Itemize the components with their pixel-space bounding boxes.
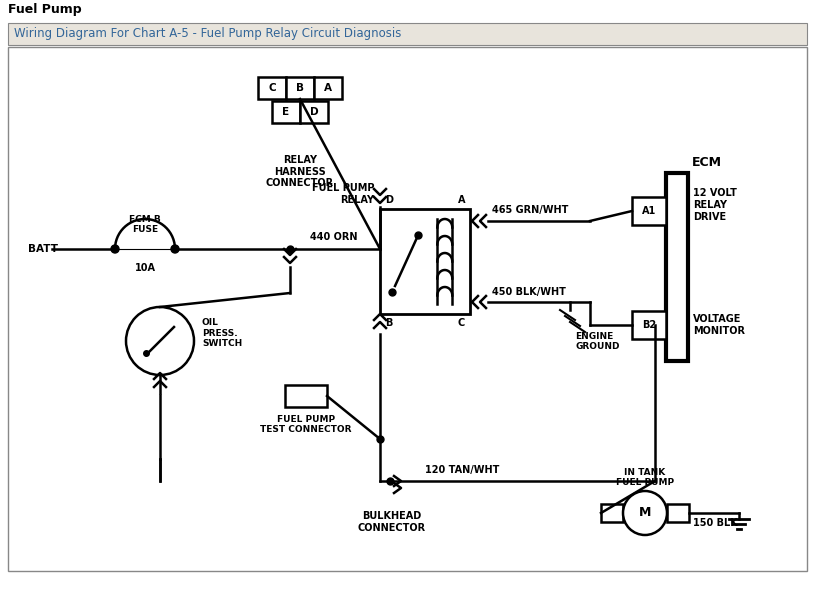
Text: C: C — [458, 318, 465, 328]
Text: ECM: ECM — [692, 156, 722, 169]
Text: OIL
PRESS.
SWITCH: OIL PRESS. SWITCH — [202, 318, 242, 348]
Bar — [300, 101, 328, 123]
Bar — [0, 0, 815, 21]
Text: 465 GRN/WHT: 465 GRN/WHT — [492, 205, 568, 215]
Text: D: D — [310, 107, 319, 117]
Bar — [380, 209, 470, 314]
Text: RELAY
HARNESS
CONNECTOR: RELAY HARNESS CONNECTOR — [266, 155, 334, 188]
Text: Fuel Pump: Fuel Pump — [8, 4, 82, 17]
Bar — [314, 77, 342, 99]
Bar — [666, 173, 688, 361]
Bar — [258, 77, 286, 99]
Text: B: B — [385, 318, 392, 328]
Bar — [285, 385, 327, 407]
Text: 440 ORN: 440 ORN — [310, 232, 358, 242]
Text: E: E — [283, 107, 289, 117]
Bar — [601, 504, 623, 522]
Text: 450 BLK/WHT: 450 BLK/WHT — [492, 287, 566, 297]
Text: 150 BLK: 150 BLK — [693, 518, 738, 528]
Text: FUEL PUMP
TEST CONNECTOR: FUEL PUMP TEST CONNECTOR — [260, 415, 352, 434]
Text: M: M — [639, 507, 651, 519]
Text: B2: B2 — [642, 320, 656, 330]
Text: 12 VOLT
RELAY
DRIVE: 12 VOLT RELAY DRIVE — [693, 189, 737, 222]
Circle shape — [171, 245, 179, 253]
Text: A: A — [457, 195, 465, 205]
Text: BATT: BATT — [28, 244, 58, 254]
Text: A: A — [324, 83, 332, 93]
Bar — [272, 101, 300, 123]
Text: 10A: 10A — [134, 263, 156, 273]
Bar — [8, 47, 807, 571]
Circle shape — [111, 245, 119, 253]
Bar — [667, 504, 689, 522]
Bar — [8, 23, 807, 45]
Bar — [632, 311, 666, 339]
Text: A1: A1 — [642, 206, 656, 216]
Text: 120 TAN/WHT: 120 TAN/WHT — [425, 465, 500, 475]
Circle shape — [126, 307, 194, 375]
Text: VOLTAGE
MONITOR: VOLTAGE MONITOR — [693, 314, 745, 336]
Text: C: C — [268, 83, 275, 93]
Text: IN TANK
FUEL PUMP: IN TANK FUEL PUMP — [616, 468, 674, 487]
Bar — [286, 77, 314, 99]
Text: BULKHEAD
CONNECTOR: BULKHEAD CONNECTOR — [358, 511, 426, 533]
Text: D: D — [385, 195, 393, 205]
Bar — [632, 197, 666, 225]
Text: ECM B
FUSE: ECM B FUSE — [129, 214, 161, 234]
Text: FUEL PUMP
RELAY: FUEL PUMP RELAY — [311, 183, 374, 205]
Text: B: B — [296, 83, 304, 93]
Text: ENGINE
GROUND: ENGINE GROUND — [575, 332, 619, 352]
Circle shape — [623, 491, 667, 535]
Text: Wiring Diagram For Chart A-5 - Fuel Pump Relay Circuit Diagnosis: Wiring Diagram For Chart A-5 - Fuel Pump… — [14, 28, 401, 41]
